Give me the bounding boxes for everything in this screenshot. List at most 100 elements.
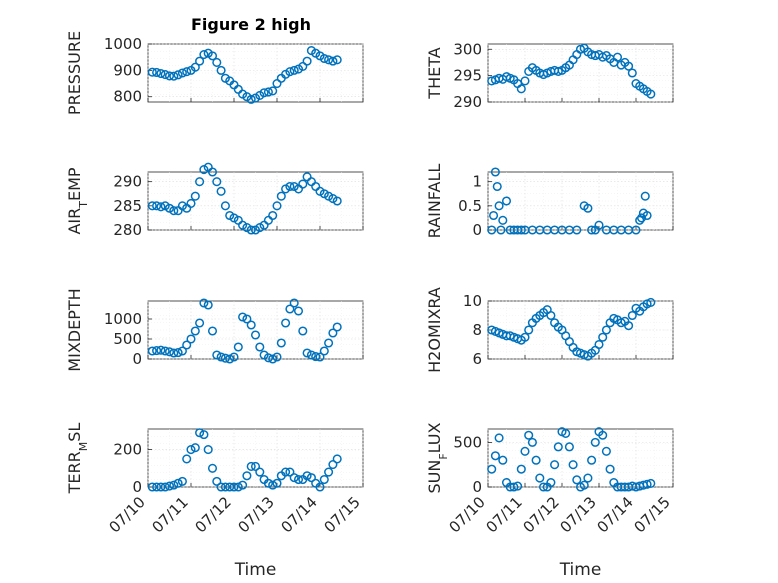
terr-msl-data-point: [268, 480, 278, 490]
theta-data-point: [624, 61, 634, 71]
air-temp-data-point: [147, 201, 157, 211]
sun-flux-ytick-label: 0: [472, 478, 482, 496]
terr-msl-data-point: [164, 481, 175, 491]
air-temp-subplot: 280 285 290 AIRTEMP: [65, 162, 364, 239]
rainfall-data-point: [498, 215, 508, 225]
mixdepth-ytick-label: 500: [113, 330, 142, 348]
air-temp-data-point: [216, 186, 226, 196]
terr-msl-data-point: [324, 467, 334, 477]
air-temp-data-point: [276, 191, 286, 201]
sun-flux-data-point: [579, 480, 589, 490]
terr-msl-data-point: [147, 482, 157, 492]
pressure-ylabel: PRESSURE: [65, 31, 84, 115]
pressure-data-point: [246, 94, 256, 104]
rainfall-data-point: [587, 225, 597, 235]
sun-flux-data-point: [590, 437, 600, 447]
terr-msl-data-point: [238, 480, 248, 490]
pressure-data-point: [302, 56, 312, 66]
pressure-axes-box: [147, 43, 364, 103]
mixdepth-data-point: [272, 352, 282, 362]
rainfall-data-point: [490, 167, 500, 177]
mixdepth-data-point: [225, 354, 235, 364]
mixdepth-data-point: [212, 350, 222, 360]
air-temp-ytick-label: 280: [113, 221, 142, 239]
h2omixra-data-point: [646, 297, 656, 308]
rainfall-ytick-label: 1: [472, 173, 482, 191]
theta-ytick-label: 290: [453, 93, 482, 111]
terr-msl-xtick-label: 07/14: [278, 493, 321, 536]
theta-ylabel: THETA: [425, 47, 444, 99]
pressure-ytick-label: 800: [113, 88, 142, 106]
pressure-data-point: [147, 67, 157, 77]
air-temp-data-point: [298, 179, 308, 189]
mixdepth-data-point: [285, 304, 295, 314]
sun-flux-data-point: [550, 460, 560, 470]
mixdepth-data-point: [238, 312, 248, 322]
rainfall-subplot: 0 0.5 1 RAINFALL: [425, 164, 674, 239]
pressure-data-point: [160, 70, 170, 80]
rainfall-data-point: [496, 225, 506, 235]
mixdepth-data-point: [147, 346, 157, 356]
mixdepth-subplot: 0 500 1000 MIXDEPTH: [65, 288, 364, 372]
sun-flux-data-point: [538, 482, 549, 492]
sun-flux-xtick-label: 07/15: [631, 493, 674, 536]
mixdepth-data-point: [315, 352, 325, 362]
rainfall-data-point: [631, 225, 641, 235]
theta-data-point: [612, 52, 623, 62]
terr-msl-xtick-label: 07/12: [192, 493, 235, 536]
pressure-data-point: [319, 53, 329, 64]
pressure-data-point: [207, 51, 218, 61]
rainfall-data-point: [487, 225, 497, 235]
terr-msl-data-point: [212, 476, 222, 486]
pressure-subplot: 800 900 1000 PRESSURE: [65, 31, 364, 115]
sun-flux-ylabel: SUNFLUX: [425, 422, 450, 493]
terr-msl-data-point: [315, 482, 325, 492]
mixdepth-data-point: [190, 326, 200, 336]
terr-msl-ylabel: TERRMSL: [65, 423, 90, 495]
sun-flux-data-point: [561, 428, 571, 439]
sun-flux-data-point: [568, 460, 578, 470]
sun-flux-data-point: [553, 442, 563, 452]
mixdepth-data-point: [276, 338, 286, 348]
pressure-data-point: [152, 67, 162, 78]
sun-flux-xtick-label: 07/11: [483, 493, 526, 536]
mixdepth-data-point: [195, 318, 205, 328]
h2omixra-ytick-label: 8: [472, 321, 482, 339]
terr-msl-data-point: [199, 430, 209, 440]
theta-data-point: [516, 84, 526, 94]
rainfall-data-point: [640, 191, 650, 201]
terr-msl-data-point: [203, 445, 213, 455]
theta-data-point: [520, 76, 530, 86]
terr-msl-data-point: [263, 478, 273, 488]
h2omixra-data-point: [601, 325, 611, 335]
terr-msl-xtick-label: 07/15: [321, 493, 364, 536]
h2omixra-data-point: [598, 332, 608, 342]
mixdepth-ylabel: MIXDEPTH: [65, 288, 84, 371]
mixdepth-data-point: [246, 320, 256, 330]
sun-flux-data-point: [520, 446, 530, 456]
mixdepth-data-point: [302, 348, 312, 358]
mixdepth-data-point: [289, 298, 299, 308]
pressure-data-point: [263, 87, 273, 97]
sun-flux-data-point: [546, 477, 556, 488]
mixdepth-data-point: [263, 353, 273, 363]
sun-flux-data-point: [642, 479, 652, 489]
mixdepth-data-point: [242, 314, 252, 324]
air-temp-data-point: [195, 177, 205, 187]
mixdepth-data-point: [169, 348, 179, 358]
h2omixra-data-point: [520, 332, 530, 342]
air-temp-data-point: [285, 181, 295, 192]
terr-msl-data-point: [272, 478, 282, 488]
terr-msl-ytick-label: 0: [132, 478, 142, 496]
mixdepth-data-point: [298, 326, 308, 336]
air-temp-data-point: [190, 191, 200, 201]
mixdepth-data-point: [152, 346, 162, 356]
h2omixra-subplot: 6 8 10 H2OMIXRA: [425, 287, 674, 373]
h2omixra-data-point: [524, 325, 534, 335]
mixdepth-data-point: [268, 354, 278, 364]
mixdepth-data-point: [186, 334, 196, 344]
mixdepth-data-point: [324, 338, 334, 348]
h2omixra-ytick-label: 10: [463, 292, 482, 310]
air-temp-data-point: [207, 167, 218, 177]
h2omixra-data-point: [624, 321, 634, 331]
